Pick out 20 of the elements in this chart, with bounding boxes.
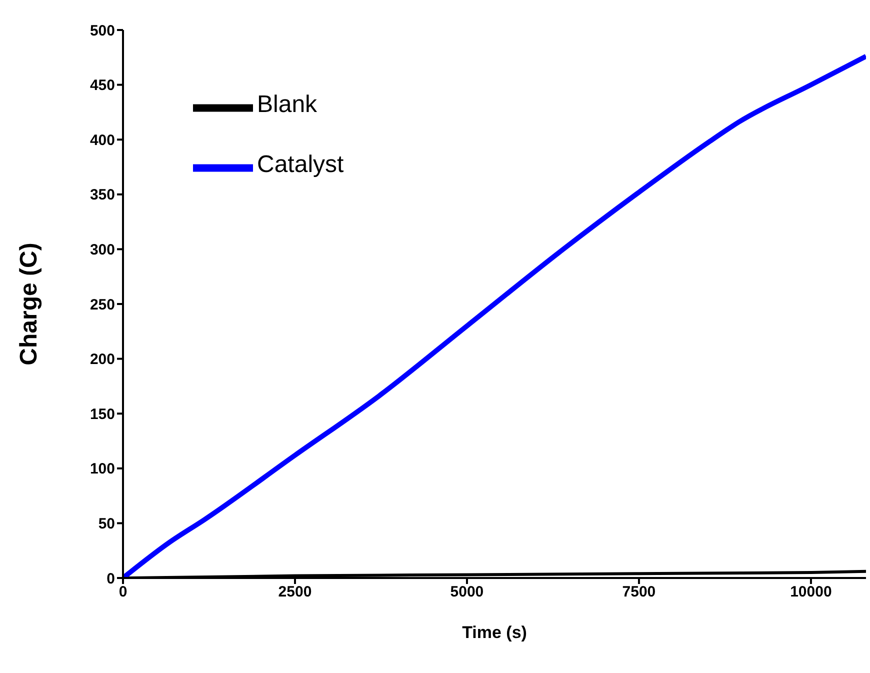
y-tick-label: 200 (90, 351, 115, 368)
y-tick-label: 50 (98, 516, 115, 533)
x-axis-title: Time (s) (462, 623, 527, 642)
x-tick-label: 0 (118, 584, 128, 601)
x-tick-label: 7500 (622, 584, 656, 601)
legend-label: Catalyst (257, 151, 344, 178)
x-tick-label: 10000 (790, 584, 832, 601)
legend-label: Blank (257, 91, 318, 118)
y-axis-title: Charge (C) (16, 242, 43, 366)
y-tick-label: 500 (90, 22, 115, 40)
y-tick-label: 350 (90, 186, 115, 204)
x-tick-label: 5000 (450, 584, 484, 601)
y-tick-label: 150 (90, 406, 115, 423)
y-tick-label: 100 (90, 460, 115, 478)
y-tick-label: 300 (90, 242, 115, 259)
x-tick-label: 2500 (278, 584, 312, 601)
y-tick-label: 400 (90, 132, 115, 149)
y-tick-label: 450 (90, 77, 115, 94)
y-tick-label: 0 (106, 570, 115, 588)
y-tick-label: 250 (90, 296, 115, 314)
